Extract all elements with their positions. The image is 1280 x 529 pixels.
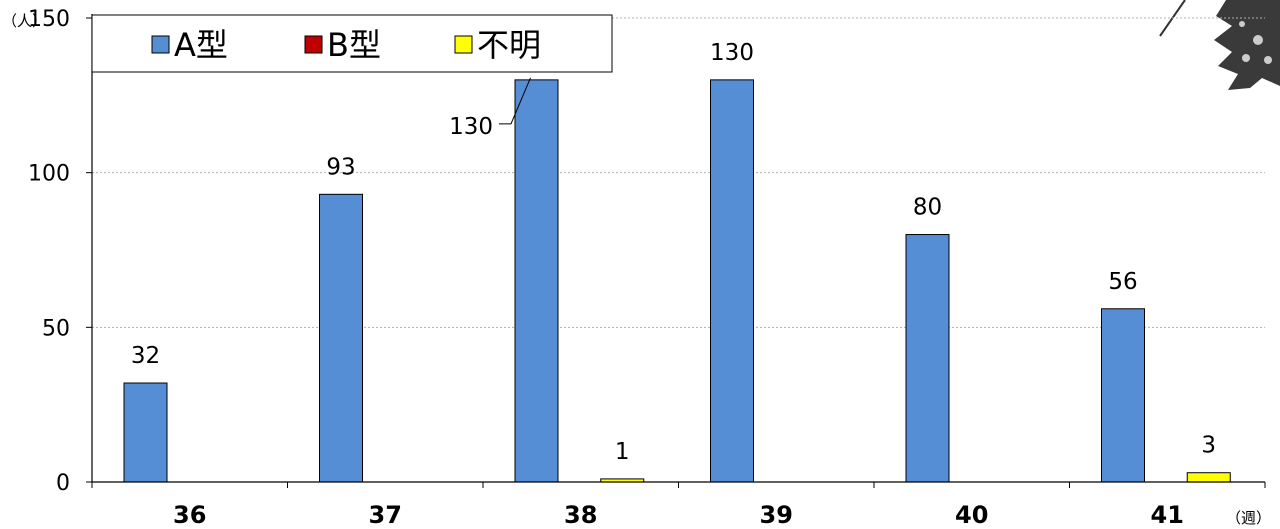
x-tick-label: 41 xyxy=(1151,501,1184,529)
bar-series-0-cat-40 xyxy=(906,235,949,482)
data-label: 1 xyxy=(615,439,630,465)
data-label: 32 xyxy=(131,343,160,369)
legend-swatch xyxy=(152,36,169,53)
x-tick-label: 36 xyxy=(173,501,206,529)
legend-swatch xyxy=(305,36,322,53)
x-tick-label: 37 xyxy=(369,501,402,529)
axes xyxy=(86,14,1265,488)
bar-series-0-cat-39 xyxy=(711,80,754,482)
legend-label: A型 xyxy=(174,26,228,64)
bars xyxy=(124,80,1230,482)
legend-swatch xyxy=(455,36,472,53)
x-tick-labels: 36 37 38 39 40 41 xyxy=(173,501,1184,529)
data-label: 130 xyxy=(710,40,754,66)
bar-series-0-cat-41 xyxy=(1102,309,1145,482)
bar-series-2-cat-41 xyxy=(1187,473,1230,482)
y-tick-label: 0 xyxy=(56,471,70,496)
x-axis-unit: （週） xyxy=(1226,509,1271,527)
data-label: 93 xyxy=(326,154,355,180)
x-tick-label: 40 xyxy=(955,501,988,529)
legend-label: 不明 xyxy=(477,26,541,64)
legend: A型 B型 不明 xyxy=(92,15,612,72)
y-axis-unit: （人） xyxy=(2,12,47,30)
bar-series-0-cat-36 xyxy=(124,383,167,482)
virus-illustration xyxy=(1160,0,1280,90)
data-labels: 32 93 130 1 130 80 56 3 xyxy=(131,40,1216,465)
data-label: 3 xyxy=(1201,433,1216,459)
x-tick-label: 38 xyxy=(564,501,597,529)
bar-series-0-cat-37 xyxy=(320,194,363,482)
y-tick-label: 100 xyxy=(28,162,70,187)
data-label: 80 xyxy=(913,195,942,221)
legend-label: B型 xyxy=(327,26,381,64)
data-label: 56 xyxy=(1108,269,1137,295)
bar-series-0-cat-38 xyxy=(515,80,558,482)
y-tick-label: 50 xyxy=(42,316,70,341)
x-tick-label: 39 xyxy=(760,501,793,529)
data-label: 130 xyxy=(449,114,493,140)
